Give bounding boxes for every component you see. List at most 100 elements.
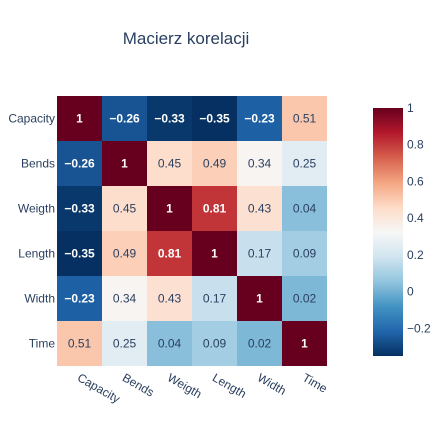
y-tick-label-time: Time xyxy=(29,337,56,351)
heatmap-cell-label: −0.23 xyxy=(64,292,95,306)
y-tick-label-weigth: Weigth xyxy=(18,202,55,216)
heatmap-cell-label: 0.25 xyxy=(293,157,317,171)
heatmap-cell-bends-bends xyxy=(102,141,147,186)
heatmap-cell-label: −0.35 xyxy=(64,247,95,261)
x-tick-label-length: Length xyxy=(210,370,249,400)
heatmap-cell-capacity-capacity xyxy=(57,96,102,141)
heatmap-cell-label: −0.26 xyxy=(64,157,95,171)
heatmap-cell-width-weigth xyxy=(147,276,192,321)
y-tick-label-bends: Bends xyxy=(21,157,55,171)
heatmap-cell-label: 0.51 xyxy=(293,112,317,126)
heatmap-cell-label: 0.51 xyxy=(68,337,92,351)
heatmap-cell-label: 0.81 xyxy=(158,247,182,261)
y-tick-label-width: Width xyxy=(24,292,55,306)
x-tick-label-bends: Bends xyxy=(120,370,156,399)
heatmap-cell-label: 0.04 xyxy=(293,202,317,216)
heatmap-cell-label: −0.23 xyxy=(244,112,275,126)
heatmap-cell-label: 0.43 xyxy=(158,292,182,306)
heatmap-cell-time-capacity xyxy=(57,321,102,366)
heatmap-cell-label: 0.45 xyxy=(113,202,137,216)
heatmap-cell-label: 1 xyxy=(166,202,173,216)
heatmap-cell-label: 0.25 xyxy=(113,337,137,351)
heatmap-cell-label: 0.45 xyxy=(158,157,182,171)
colorbar-tick-label: 0 xyxy=(407,285,414,299)
heatmap-cell-label: 0.17 xyxy=(248,247,272,261)
heatmap-cell-label: 0.17 xyxy=(203,292,227,306)
x-tick-label-capacity: Capacity xyxy=(75,370,122,405)
colorbar-tick-label: 0.8 xyxy=(407,138,424,152)
colorbar-tick-label: 0.6 xyxy=(407,174,424,188)
heatmap-cell-label: −0.33 xyxy=(64,202,95,216)
heatmap-cell-time-length xyxy=(192,321,237,366)
colorbar-tick-label: 1 xyxy=(407,101,414,115)
heatmap-cell-length-time xyxy=(282,231,327,276)
colorbar-tick-label: 0.2 xyxy=(407,248,424,262)
heatmap-cell-label: 0.09 xyxy=(293,247,317,261)
heatmap-cell-label: −0.26 xyxy=(109,112,140,126)
heatmap-cell-label: 0.02 xyxy=(248,337,272,351)
heatmap-cell-bends-length xyxy=(192,141,237,186)
y-tick-label-capacity: Capacity xyxy=(8,112,55,126)
heatmap-cell-label: 0.02 xyxy=(293,292,317,306)
heatmap-cell-capacity-length xyxy=(192,96,237,141)
heatmap-cell-weigth-bends xyxy=(102,186,147,231)
heatmap-cell-label: 1 xyxy=(76,112,83,126)
heatmap-cell-time-weigth xyxy=(147,321,192,366)
chart-title: Macierz korelacji xyxy=(123,29,250,48)
heatmap-cell-label: −0.33 xyxy=(154,112,185,126)
heatmap-cell-label: 0.49 xyxy=(113,247,137,261)
heatmap-cell-capacity-width xyxy=(237,96,282,141)
colorbar-tick-label: −0.2 xyxy=(407,321,431,335)
heatmap-cell-bends-capacity xyxy=(57,141,102,186)
heatmap-cell-length-capacity xyxy=(57,231,102,276)
heatmap-cell-label: 0.34 xyxy=(113,292,137,306)
colorbar-gradient xyxy=(373,108,403,356)
heatmap-cell-weigth-length xyxy=(192,186,237,231)
colorbar-tick-label: 0.4 xyxy=(407,211,424,225)
heatmap-cell-label: 0.81 xyxy=(203,202,227,216)
x-tick-label-weigth: Weigth xyxy=(165,370,204,401)
heatmap-cell-label: 1 xyxy=(121,157,128,171)
y-tick-label-length: Length xyxy=(18,247,55,261)
heatmap-cells xyxy=(57,96,327,366)
heatmap-cell-length-bends xyxy=(102,231,147,276)
heatmap-cell-label: 0.34 xyxy=(248,157,272,171)
heatmap-cell-label: 0.43 xyxy=(248,202,272,216)
heatmap-cell-label: 1 xyxy=(301,337,308,351)
heatmap-cell-time-bends xyxy=(102,321,147,366)
heatmap-cell-weigth-weigth xyxy=(147,186,192,231)
heatmap-cell-width-time xyxy=(282,276,327,321)
heatmap-cell-label: 0.49 xyxy=(203,157,227,171)
heatmap-cell-weigth-time xyxy=(282,186,327,231)
heatmap-cell-width-capacity xyxy=(57,276,102,321)
heatmap-cell-length-width xyxy=(237,231,282,276)
heatmap-cell-capacity-time xyxy=(282,96,327,141)
heatmap-cell-bends-width xyxy=(237,141,282,186)
heatmap-cell-width-length xyxy=(192,276,237,321)
heatmap-cell-label: 0.09 xyxy=(203,337,227,351)
heatmap-cell-time-time xyxy=(282,321,327,366)
heatmap-cell-label: −0.35 xyxy=(199,112,230,126)
heatmap-cell-time-width xyxy=(237,321,282,366)
x-tick-label-width: Width xyxy=(255,370,289,397)
heatmap-cell-bends-time xyxy=(282,141,327,186)
heatmap-cell-width-width xyxy=(237,276,282,321)
heatmap-cell-weigth-capacity xyxy=(57,186,102,231)
heatmap-cell-capacity-weigth xyxy=(147,96,192,141)
heatmap-cell-length-weigth xyxy=(147,231,192,276)
y-axis-tick-labels: Capacity Bends Weigth Length Width Time xyxy=(8,112,55,351)
heatmap-cell-length-length xyxy=(192,231,237,276)
heatmap-cell-bends-weigth xyxy=(147,141,192,186)
x-tick-label-time: Time xyxy=(300,370,330,395)
heatmap-cell-label: 1 xyxy=(211,247,218,261)
heatmap-cell-width-bends xyxy=(102,276,147,321)
heatmap-cell-weigth-width xyxy=(237,186,282,231)
heatmap-cell-label: 0.04 xyxy=(158,337,182,351)
heatmap-cell-labels: 1 −0.26 −0.33 −0.35 −0.23 0.51 −0.26 1 0.45 0.49 0… xyxy=(64,112,316,351)
heatmap-cell-capacity-bends xyxy=(102,96,147,141)
colorbar: −0.2 0 0.2 0.4 0.6 0.8 1 xyxy=(373,101,431,356)
heatmap-cell-label: 1 xyxy=(256,292,263,306)
